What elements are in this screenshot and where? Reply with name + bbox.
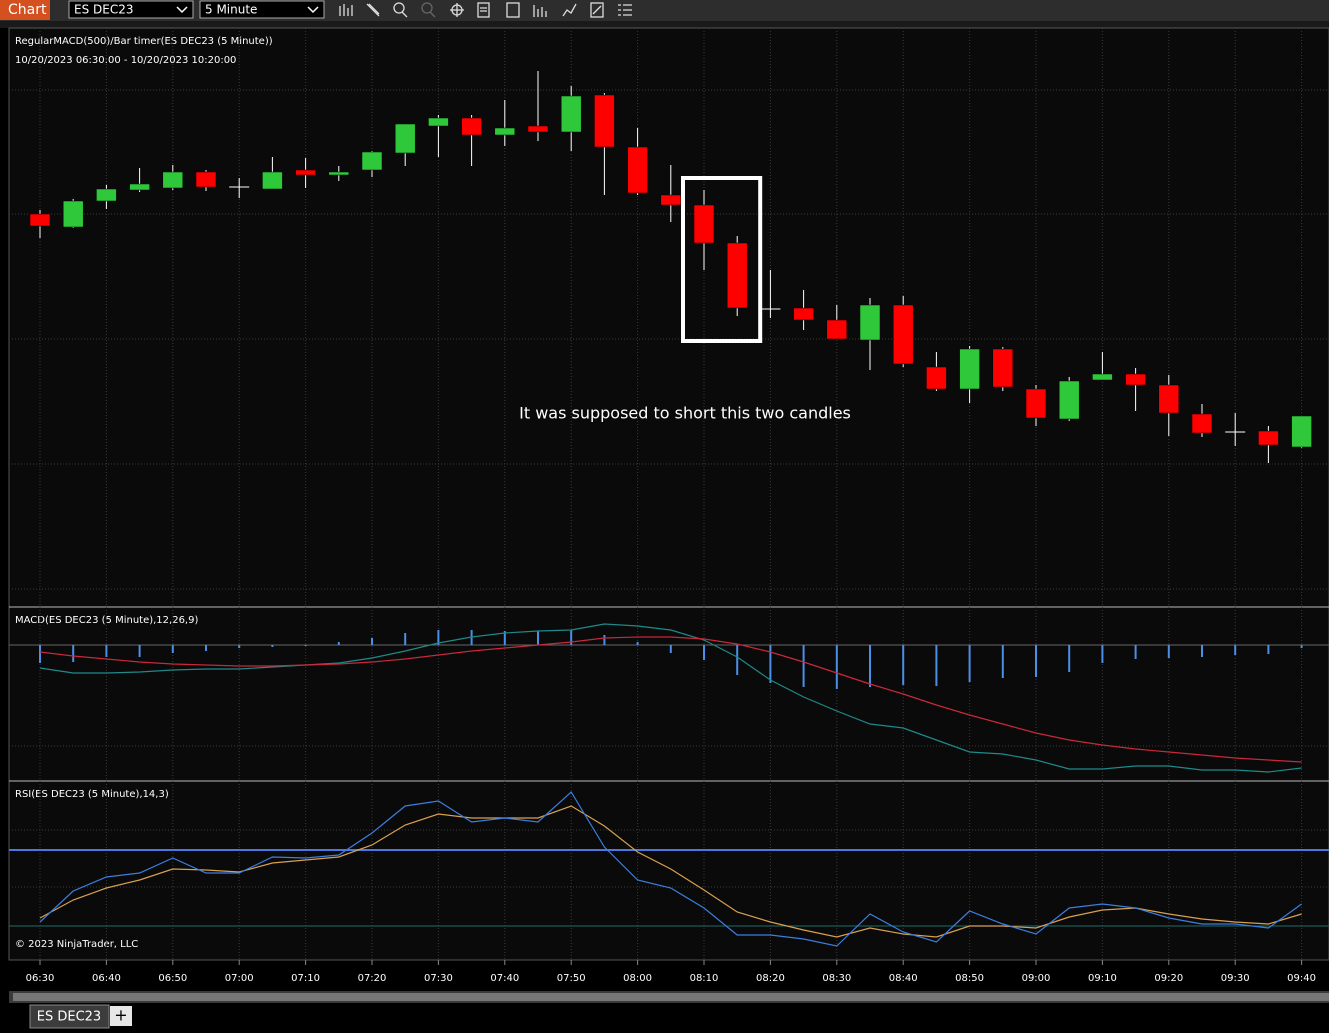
candle-body — [262, 171, 283, 190]
candle-body — [361, 151, 383, 171]
x-tick-label: 07:40 — [490, 973, 519, 984]
copyright: © 2023 NinjaTrader, LLC — [15, 939, 138, 950]
candle-body — [560, 95, 582, 133]
rsi-average-line — [39, 805, 1302, 938]
x-tick-label: 06:50 — [158, 973, 187, 984]
macd-title: MACD(ES DEC23 (5 Minute),12,26,9) — [15, 615, 198, 626]
x-tick-label: 07:00 — [225, 973, 254, 984]
instrument[interactable]: ES DEC23 — [74, 3, 133, 17]
candle-body — [959, 348, 980, 390]
instrument-box[interactable] — [68, 0, 194, 19]
candle-body — [892, 304, 914, 365]
x-tick-label: 07:10 — [291, 973, 320, 984]
x-tick-label: 06:40 — [92, 973, 121, 984]
candle-body — [1125, 373, 1146, 386]
x-tick-label: 09:40 — [1287, 973, 1316, 984]
annotation: It was supposed to short this two candle… — [519, 404, 851, 423]
scroll-thumb[interactable] — [13, 993, 1329, 1001]
candle-body — [328, 171, 350, 176]
candle-body — [693, 204, 715, 244]
candle-body — [394, 123, 416, 154]
macd-line — [39, 623, 1302, 773]
add-tab[interactable]: + — [114, 1006, 127, 1025]
candle-body — [859, 304, 881, 341]
x-tick-label: 06:30 — [26, 973, 55, 984]
x-tick-label: 08:50 — [955, 973, 984, 984]
add-tab-bg[interactable] — [110, 1006, 132, 1026]
candle-body — [129, 183, 150, 191]
candle-body — [1191, 413, 1213, 434]
x-tick-label: 09:00 — [1022, 973, 1051, 984]
candle-body — [1058, 380, 1080, 420]
candle-body — [793, 307, 814, 321]
candle-body — [594, 94, 615, 148]
candle-body — [428, 117, 449, 127]
interval-box[interactable] — [199, 0, 325, 19]
x-tick-label: 09:30 — [1221, 973, 1250, 984]
candle-body — [926, 366, 947, 390]
candle-body — [295, 169, 316, 176]
highlight-box — [681, 176, 763, 343]
frame — [0, 21, 1329, 28]
candle-body — [1025, 388, 1047, 419]
dropdown-arrow — [176, 6, 188, 14]
rsi-line — [39, 791, 1302, 947]
x-tick-label: 08:40 — [889, 973, 918, 984]
candle-body — [660, 194, 682, 206]
candle-body — [96, 188, 117, 202]
x-tick-label: 07:20 — [358, 973, 387, 984]
candle-body — [62, 200, 84, 228]
x-tick-label: 09:10 — [1088, 973, 1117, 984]
candle-body — [627, 146, 648, 194]
chart-area — [8, 27, 1329, 961]
x-tick-label: 07:50 — [557, 973, 586, 984]
rsi-title: RSI(ES DEC23 (5 Minute),14,3) — [15, 789, 169, 800]
toolbar — [0, 0, 1329, 21]
candle-body — [461, 117, 482, 136]
dropdown-arrow — [307, 6, 319, 14]
candle-body — [195, 171, 217, 188]
candle-body — [992, 348, 1014, 388]
x-tick-label: 08:10 — [690, 973, 719, 984]
candle-body — [1158, 384, 1180, 414]
chart-button-bg[interactable] — [0, 0, 50, 20]
candle-body — [726, 242, 748, 309]
tab-bar — [0, 1003, 1329, 1033]
toolbar-icons[interactable] — [339, 2, 632, 18]
candle-body — [162, 171, 184, 189]
tab[interactable] — [29, 1004, 110, 1029]
candle-body — [527, 125, 549, 133]
x-tick-label: 08:00 — [623, 973, 652, 984]
candle-body — [29, 213, 51, 227]
chart-button[interactable]: Chart — [8, 2, 47, 18]
candle-body — [1092, 373, 1113, 381]
date-range: 10/20/2023 06:30:00 - 10/20/2023 10:20:0… — [15, 55, 236, 66]
candle-body — [1258, 430, 1279, 446]
indicator-title: RegularMACD(500)/Bar timer(ES DEC23 (5 M… — [15, 36, 273, 47]
signal-line — [39, 636, 1302, 763]
x-tick-label: 09:20 — [1154, 973, 1183, 984]
x-tick-label: 07:30 — [424, 973, 453, 984]
candle-body — [826, 319, 848, 340]
x-tick-label: 08:30 — [822, 973, 851, 984]
candle-body — [1291, 415, 1312, 448]
tab-label[interactable]: ES DEC23 — [37, 1010, 101, 1025]
candle-body — [494, 127, 516, 136]
x-tick-label: 08:20 — [756, 973, 785, 984]
interval[interactable]: 5 Minute — [205, 3, 257, 17]
